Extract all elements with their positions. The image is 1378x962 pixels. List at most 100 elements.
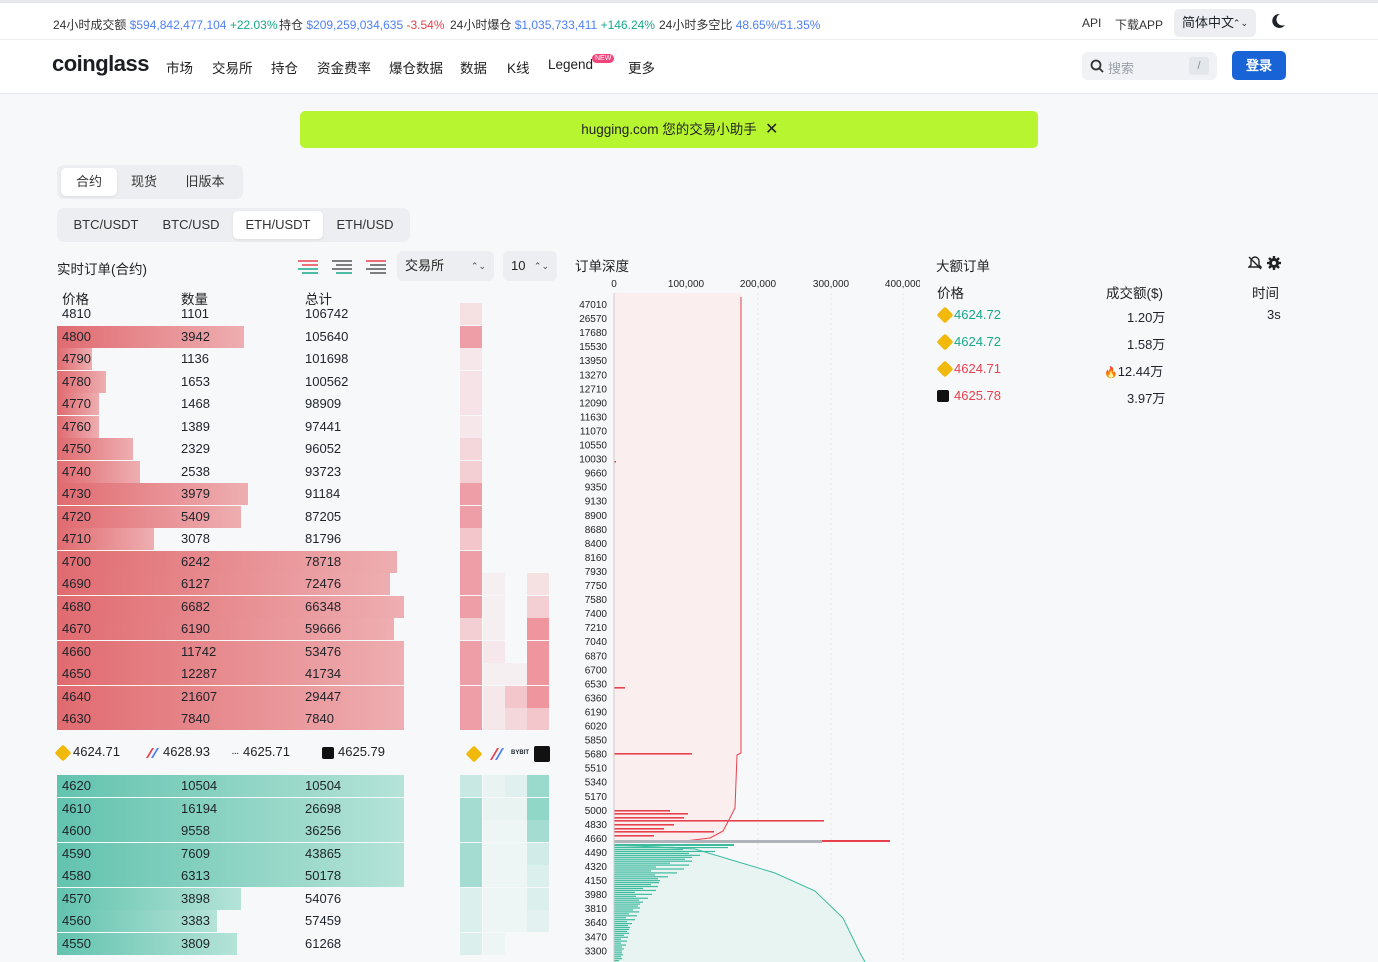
nav-item-open-interest[interactable]: 持仓 — [271, 61, 298, 76]
view-both-icon[interactable] — [296, 258, 320, 274]
ask-row: 4730 3979 91184 — [57, 483, 407, 506]
ask-heat-cell — [460, 663, 482, 685]
ask-heat-cell — [527, 708, 549, 730]
nav-item-kline[interactable]: K线 — [507, 61, 530, 76]
bid-depth-bar — [614, 852, 689, 854]
bid-row: 4580 6313 50178 — [57, 865, 407, 888]
tab-btc-usdt[interactable]: BTC/USDT — [73, 217, 139, 232]
ask-price: 4630 — [62, 711, 91, 726]
nav-item-market[interactable]: 市场 — [166, 61, 193, 76]
binance-icon — [936, 306, 954, 324]
bid-heat-cell — [527, 887, 549, 910]
ask-total: 105640 — [305, 328, 349, 344]
bid-depth-bar — [614, 942, 621, 944]
ask-heat-cell — [527, 573, 549, 595]
depth-chart: 0 100,000 200,000 300,000 400,000 47010 26570 1… — [579, 279, 920, 962]
promo-text: hugging.com 您的交易小助手 — [581, 122, 757, 137]
bid-qty: 9558 — [181, 823, 210, 838]
language-select[interactable]: 简体中文 ⌃⌄ — [1174, 9, 1256, 37]
ask-depth-bar — [57, 460, 141, 483]
big-order-price: 4624.71 — [954, 361, 1001, 376]
bid-depth-bar — [614, 876, 668, 878]
ask-depth-bar — [614, 687, 625, 689]
depth-y-tick: 11070 — [580, 426, 608, 437]
bid-depth-bar — [614, 856, 692, 858]
bid-heat-cell — [505, 775, 527, 797]
ask-depth-bar — [614, 824, 674, 826]
bitmex-icon — [146, 747, 159, 758]
ask-heat-cell — [505, 708, 527, 730]
ask-heat-cell — [460, 348, 482, 370]
nav-item-legend[interactable]: Legend — [548, 57, 594, 72]
col-total: 总计 — [305, 292, 332, 307]
ask-heat-cell — [460, 415, 482, 438]
ask-row: 4670 6190 59666 — [57, 618, 407, 641]
orderbook-title: 实时订单(合约) — [57, 262, 147, 277]
ask-depth-bar — [614, 835, 654, 837]
view-bids-icon[interactable] — [330, 258, 354, 274]
promo-banner[interactable]: hugging.com 您的交易小助手 ✕ — [300, 111, 1038, 148]
ask-qty: 3942 — [181, 328, 210, 344]
bid-row: 4610 16194 26698 — [57, 797, 407, 821]
ask-depth-bar — [57, 438, 134, 460]
ask-price: 4690 — [62, 576, 91, 591]
tab-futures[interactable]: 合约 — [61, 168, 117, 196]
tab-eth-usdt[interactable]: ETH/USDT — [233, 211, 323, 239]
nav-item-more[interactable]: 更多 — [628, 61, 655, 76]
view-asks-icon[interactable] — [364, 258, 388, 274]
close-icon[interactable]: ✕ — [765, 121, 779, 138]
mute-icon[interactable] — [1248, 256, 1262, 270]
ask-row: 4790 1136 101698 — [57, 348, 407, 371]
ask-price: 4810 — [62, 306, 91, 321]
depth-y-tick: 6020 — [585, 722, 608, 733]
ask-depth-bar — [57, 348, 92, 370]
tab-legacy[interactable]: 旧版本 — [185, 174, 225, 189]
ask-heat-cell — [460, 550, 482, 573]
nav-item-data[interactable]: 数据 — [460, 61, 487, 76]
volume-stat: 24小时成交额 $594,842,477,104 +22.03% — [53, 18, 278, 32]
market-type-tabs: 合约 现货 旧版本 — [57, 165, 243, 199]
dark-mode-icon[interactable] — [1270, 13, 1286, 29]
depth-y-tick: 10030 — [579, 455, 607, 466]
bid-qty: 10504 — [181, 778, 218, 793]
depth-y-tick: 5000 — [585, 806, 608, 817]
depth-y-tick: 12710 — [579, 384, 607, 395]
api-link[interactable]: API — [1082, 16, 1102, 30]
bid-price: 4580 — [62, 868, 91, 883]
bid-total: 50178 — [305, 868, 342, 883]
ask-row: 4810 1101 106742 — [57, 303, 407, 326]
bid-depth-bar — [614, 880, 660, 882]
bid-depth-bar — [614, 860, 692, 862]
bid-row: 4550 3809 61268 — [57, 932, 407, 956]
ask-heat-cell — [527, 663, 549, 685]
ask-depth-bar — [614, 753, 692, 755]
download-app-link[interactable]: 下载APP — [1115, 18, 1164, 32]
depth-select[interactable]: 10 ⌃⌄ — [503, 251, 557, 281]
ask-qty: 1101 — [181, 306, 209, 321]
tab-btc-usd[interactable]: BTC/USD — [162, 217, 220, 232]
bitmex-icon — [490, 748, 504, 760]
depth-y-tick: 8160 — [585, 553, 608, 564]
tab-eth-usd[interactable]: ETH/USD — [336, 217, 394, 232]
bid-heat-cell — [505, 820, 527, 842]
nav-item-liquidations[interactable]: 爆仓数据 — [389, 61, 443, 76]
exchange-select[interactable]: 交易所 ⌃⌄ — [397, 251, 494, 281]
long-short-stat: 24小时多空比 48.65%/51.35% — [659, 18, 821, 32]
bid-depth-bar — [614, 923, 632, 925]
nav-item-funding-rate[interactable]: 资金费率 — [317, 61, 371, 76]
exchange-price-okx: 4625.79 — [322, 744, 385, 759]
okx-icon — [534, 746, 550, 762]
tab-spot[interactable]: 现货 — [130, 174, 157, 189]
bid-heat-cell — [460, 842, 482, 865]
gear-icon[interactable] — [1267, 256, 1281, 270]
bid-price: 4550 — [62, 935, 91, 951]
depth-y-tick: 5510 — [585, 764, 608, 775]
ask-heat-cell — [460, 370, 482, 393]
exchange-price-bybit: ··· 4625.71 — [232, 744, 290, 759]
search-input[interactable]: 搜索 / — [1082, 52, 1217, 80]
logo[interactable]: coinglass — [52, 51, 149, 76]
bid-depth-bar — [614, 915, 637, 917]
ask-depth-bar — [57, 505, 241, 528]
login-button[interactable]: 登录 — [1232, 51, 1286, 80]
nav-item-exchanges[interactable]: 交易所 — [212, 61, 253, 76]
